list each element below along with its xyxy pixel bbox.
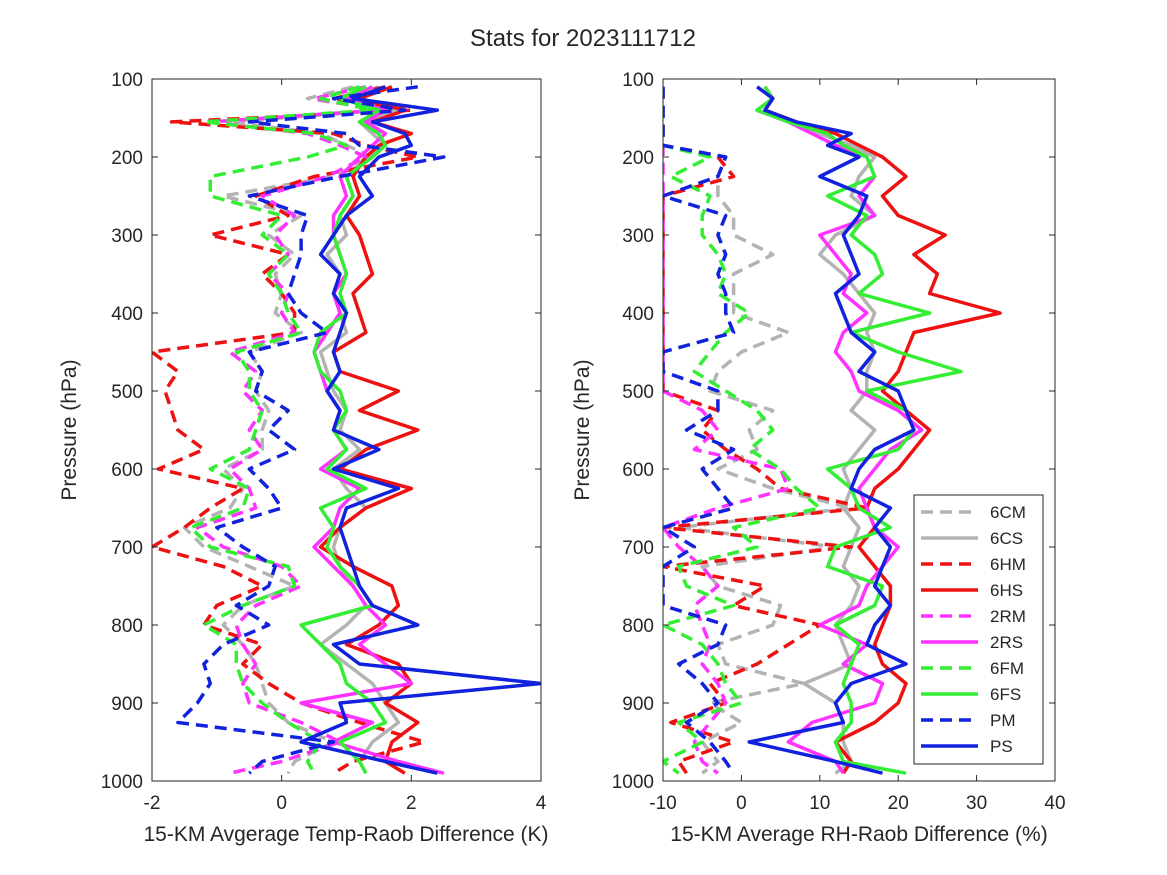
- rh-ytick-label: 100: [622, 70, 654, 91]
- legend-label-6fm: 6FM: [990, 659, 1024, 678]
- temp-xtick-label: -2: [144, 793, 161, 814]
- legend-label-6fs: 6FS: [990, 685, 1021, 704]
- temp-xtick-label: 2: [406, 793, 417, 814]
- legend-box: [913, 494, 1044, 765]
- temp-xtick-label: 4: [536, 793, 547, 814]
- rh-ytick-label: 700: [622, 538, 654, 559]
- figure-title: Stats for 2023111712: [470, 25, 696, 52]
- rh-ytick-label: 500: [622, 382, 654, 403]
- legend-label-2rs: 2RS: [990, 633, 1023, 652]
- rh-series-ps: [747, 85, 916, 775]
- legend-label-pm: PM: [990, 711, 1016, 730]
- rh-axes-box: [662, 78, 1056, 782]
- temp-series-group: [152, 85, 541, 775]
- rh-series-group: [663, 85, 1002, 775]
- temp-ylabel: Pressure (hPa): [58, 359, 81, 500]
- rh-series-6fm: [663, 86, 822, 775]
- legend-label-6cm: 6CM: [990, 503, 1026, 522]
- rh-xtick-label: 30: [966, 793, 987, 814]
- rh-xtick-label: 20: [888, 793, 909, 814]
- rh-ytick-label: 1000: [612, 772, 654, 793]
- legend-label-6hs: 6HS: [990, 581, 1023, 600]
- rh-xtick-label: 10: [809, 793, 830, 814]
- temp-axes-box: [151, 78, 542, 782]
- legend: 6CM 6CS 6HM 6HS 2RM 2RS 6FM 6FS PM PS: [913, 494, 1044, 765]
- rh-ytick-label: 600: [622, 460, 654, 481]
- rh-xtick-label: 40: [1044, 793, 1065, 814]
- rh-series-2rm: [663, 86, 791, 775]
- legend-label-6cs: 6CS: [990, 529, 1023, 548]
- temp-ticks: -2 0 2 4 100 200 300 400 500 600 700 800 900 1000: [101, 70, 547, 814]
- temp-ytick-label: 700: [111, 538, 143, 559]
- temp-ytick-label: 900: [111, 694, 143, 715]
- legend-label-ps: PS: [990, 737, 1013, 756]
- temp-ytick-label: 600: [111, 460, 143, 481]
- legend-entries: 6CM 6CS 6HM 6HS 2RM 2RS 6FM 6FS PM PS: [921, 503, 1026, 756]
- rh-ticks: -10 0 10 20 30 40 100 200 300 400 500 600 700 800 900 1…: [612, 70, 1066, 814]
- rh-xtick-label: 0: [736, 793, 747, 814]
- temp-series-6fs: [299, 85, 388, 775]
- temp-ytick-label: 200: [111, 148, 143, 169]
- temp-series-6hm: [152, 85, 427, 775]
- rh-panel: -10 0 10 20 30 40 100 200 300 400 500 600 700 800 900 1…: [571, 70, 1066, 846]
- temp-panel: -2 0 2 4 100 200 300 400 500 600 700 800 900 1000 15-…: [58, 70, 549, 846]
- temp-ytick-label: 800: [111, 616, 143, 637]
- rh-xlabel: 15-KM Average RH-Raob Difference (%): [670, 823, 1047, 846]
- legend-label-2rm: 2RM: [990, 607, 1026, 626]
- legend-label-6hm: 6HM: [990, 555, 1026, 574]
- temp-series-ps: [299, 85, 541, 775]
- rh-ytick-label: 900: [622, 694, 654, 715]
- temp-xlabel: 15-KM Avgerage Temp-Raob Difference (K): [143, 823, 548, 846]
- rh-xtick-label: -10: [649, 793, 676, 814]
- rh-ytick-label: 800: [622, 616, 654, 637]
- temp-ytick-label: 1000: [101, 772, 143, 793]
- temp-ytick-label: 300: [111, 226, 143, 247]
- temp-plot-area: [152, 85, 541, 775]
- rh-plot-area: [663, 85, 1002, 775]
- temp-ytick-label: 100: [111, 70, 143, 91]
- temp-series-6fm: [189, 85, 375, 775]
- temp-xtick-label: 0: [276, 793, 287, 814]
- rh-ytick-label: 400: [622, 304, 654, 325]
- rh-ytick-label: 200: [622, 148, 654, 169]
- rh-ylabel: Pressure (hPa): [571, 359, 594, 500]
- temp-ytick-label: 500: [111, 382, 143, 403]
- temp-series-pm: [176, 85, 446, 775]
- rh-ytick-label: 300: [622, 226, 654, 247]
- rh-series-pm: [663, 86, 736, 775]
- rh-series-6cm: [663, 86, 853, 775]
- temp-ytick-label: 400: [111, 304, 143, 325]
